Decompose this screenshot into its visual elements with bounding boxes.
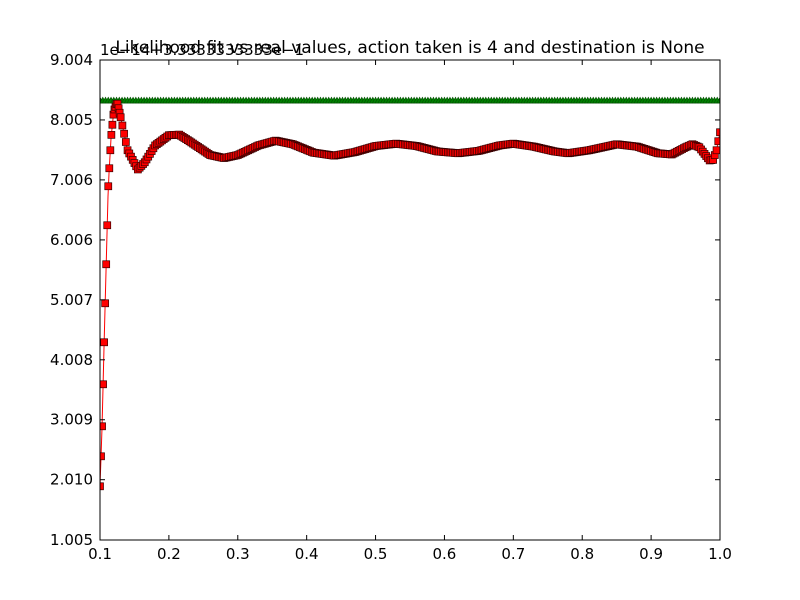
y-tick-label: 6.006 xyxy=(50,231,93,249)
series-red-point xyxy=(107,131,116,139)
series-red-point xyxy=(716,128,720,137)
series-green-point xyxy=(716,96,720,104)
x-tick-label: 0.4 xyxy=(295,545,319,563)
y-tick-label: 2.010 xyxy=(50,471,93,489)
series-red-point xyxy=(105,164,114,173)
plot-area xyxy=(100,60,720,540)
x-tick-label: 0.6 xyxy=(433,545,457,563)
series-red-point xyxy=(104,182,113,191)
series-red-point xyxy=(103,221,112,230)
series-red-point xyxy=(100,422,106,431)
chart-title: Likelihood fit vs real values, action ta… xyxy=(115,38,704,58)
series-red-point xyxy=(100,482,104,491)
series-red-point xyxy=(118,121,127,130)
x-tick-label: 0.3 xyxy=(226,545,250,563)
x-tick-label: 0.5 xyxy=(364,545,388,563)
y-tick-label: 5.007 xyxy=(50,291,93,309)
x-tick-label: 1.0 xyxy=(708,545,732,563)
series-red-point xyxy=(100,338,108,347)
x-tick-label: 0.2 xyxy=(157,545,181,563)
series-red-point xyxy=(100,380,107,389)
y-tick-label: 9.004 xyxy=(50,51,93,69)
y-tick-label: 7.006 xyxy=(50,171,93,189)
y-tick-label: 4.008 xyxy=(50,351,93,369)
series-red-point xyxy=(120,129,128,138)
x-tick-label: 0.7 xyxy=(501,545,525,563)
x-tick-label: 0.9 xyxy=(639,545,663,563)
series-red-point xyxy=(106,146,115,155)
series-red-point xyxy=(108,120,117,129)
series-red-point xyxy=(714,137,720,146)
y-tick-label: 3.009 xyxy=(50,411,93,429)
series-red-point xyxy=(100,452,105,461)
offset-text: 1e−14+3.3333333333e−1 xyxy=(100,41,304,59)
series-red-point xyxy=(712,146,720,155)
series-red-point xyxy=(101,299,110,308)
x-tick-label: 0.1 xyxy=(88,545,112,563)
y-tick-label: 8.005 xyxy=(50,111,93,129)
y-tick-label: 1.005 xyxy=(50,531,93,549)
series-red-point xyxy=(102,260,111,269)
series-red-point xyxy=(116,113,125,122)
x-tick-label: 0.8 xyxy=(570,545,594,563)
series-red-point xyxy=(121,138,130,146)
